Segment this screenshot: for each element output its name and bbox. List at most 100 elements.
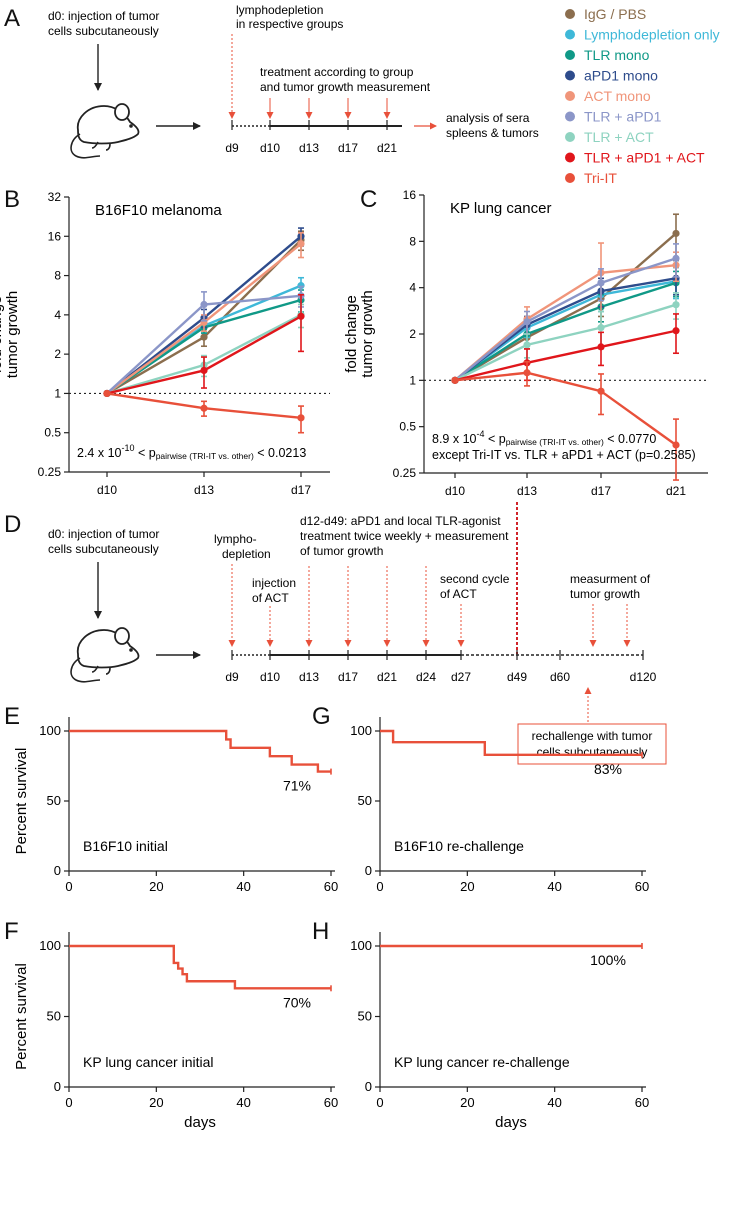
scheme-d-treat-line2: treatment twice weekly + measurement (300, 529, 509, 543)
data-point (523, 341, 531, 349)
x-tick-label: 20 (149, 1095, 163, 1110)
data-point (672, 254, 680, 262)
data-point (597, 279, 605, 287)
series-line (454, 281, 677, 382)
data-point (103, 389, 111, 398)
x-tick-label: d10 (97, 483, 117, 497)
y-tick-label: 8 (409, 234, 416, 248)
y-tick-label: 8 (54, 269, 61, 283)
p-value-annotation: 2.4 x 10-10 < ppairwise (TRI-IT vs. othe… (77, 443, 306, 461)
x-axis-label: days (495, 1114, 527, 1131)
mouse-icon (70, 103, 140, 159)
data-point (297, 414, 305, 422)
legend-marker (565, 111, 575, 122)
mouse-icon (70, 627, 140, 683)
x-tick-label: 0 (376, 1095, 383, 1110)
data-point (297, 312, 305, 320)
scheme-a-d0-line1: d0: injection of tumor (48, 9, 159, 23)
data-point (523, 318, 531, 326)
scheme-a: d0: injection of tumor cells subcutaneou… (48, 3, 539, 159)
series-line (454, 371, 677, 446)
series-tri-it (103, 389, 305, 434)
legend: IgG / PBS Lymphodepletion only TLR mono aPD… (565, 6, 720, 186)
y-tick-label: 16 (48, 229, 62, 243)
y-tick-label: 50 (47, 1009, 61, 1024)
legend-marker (565, 152, 575, 163)
legend-label: TLR + aPD1 (584, 109, 662, 125)
data-point (672, 229, 680, 238)
chart-title: KP lung cancer re-challenge (394, 1054, 570, 1070)
survival-curve (69, 944, 331, 990)
y-tick-label: 50 (358, 793, 372, 808)
chart-G: 0 50 100 0 20 40 60 83% B16F10 re-challenge (350, 717, 649, 894)
x-tick-label: 60 (635, 879, 649, 894)
legend-marker (565, 173, 575, 183)
chart-F: 0 50 100 0 20 40 60 70% KP lung cancer initial Pe… (13, 932, 338, 1131)
data-point (672, 301, 680, 309)
y-tick-label: 0 (54, 1079, 61, 1094)
legend-marker (565, 9, 575, 19)
chart-title: B16F10 initial (83, 838, 168, 854)
data-point (297, 282, 305, 290)
legend-label: TLR + aPD1 + ACT (584, 150, 705, 166)
scheme-d-day: d120 (630, 670, 657, 684)
scheme-a-day: d10 (260, 141, 280, 155)
scheme-a-treat-line1: treatment according to group (260, 65, 414, 79)
p-value-annotation-line2: except Tri-IT vs. TLR + aPD1 + ACT (p=0.… (432, 448, 696, 462)
scheme-a-lympho-line2: in respective groups (236, 17, 343, 31)
x-tick-label: d10 (445, 484, 465, 498)
legend-label: TLR + ACT (584, 129, 654, 145)
x-tick-label: 60 (324, 879, 338, 894)
scheme-d-measure-line1: measurment of (570, 572, 651, 586)
series-line (454, 232, 677, 382)
scheme-d-lympho-line2: depletion (222, 547, 271, 561)
y-tick-label: 32 (48, 190, 62, 204)
data-point (597, 387, 605, 395)
panel-letter-d: D (4, 511, 21, 538)
scheme-d-day: d21 (377, 670, 397, 684)
series-line (454, 329, 677, 382)
y-tick-label: 0.5 (399, 420, 416, 434)
y-tick-label: 2 (409, 327, 416, 341)
scheme-d-treat-line1: d12-d49: aPD1 and local TLR-agonist (300, 514, 501, 528)
x-tick-label: d13 (517, 484, 537, 498)
scheme-d-day: d24 (416, 670, 436, 684)
legend-marker (565, 91, 575, 101)
survival-percent-label: 71% (283, 778, 311, 794)
y-tick-label: 4 (54, 308, 61, 322)
scheme-d-act-line2: of ACT (252, 591, 289, 605)
scheme-a-day: d21 (377, 141, 397, 155)
scheme-a-day: d13 (299, 141, 319, 155)
scheme-a-analysis-line2: spleens & tumors (446, 126, 539, 140)
scheme-a-d0-line2: cells subcutaneously (48, 24, 159, 38)
y-tick-label: 2 (54, 347, 61, 361)
y-tick-label: 4 (409, 281, 416, 295)
y-tick-label: 1 (54, 386, 61, 400)
legend-label: Lymphodepletion only (584, 27, 720, 43)
x-axis-label: days (184, 1114, 216, 1131)
scheme-d-act-line1: injection (252, 576, 296, 590)
y-tick-label: 100 (39, 723, 61, 738)
scheme-d-d0-line1: d0: injection of tumor (48, 527, 159, 541)
survival-curve (69, 729, 331, 773)
x-tick-label: 0 (376, 879, 383, 894)
x-tick-label: 40 (547, 879, 561, 894)
y-tick-label: 0.25 (38, 465, 62, 479)
data-point (523, 369, 531, 377)
y-tick-label: 1 (409, 373, 416, 387)
x-tick-label: d13 (194, 483, 214, 497)
data-point (597, 324, 605, 332)
x-tick-label: 20 (460, 1095, 474, 1110)
scheme-d-lympho-line1: lympho- (214, 532, 257, 546)
scheme-a-lympho-line1: lymphodepletion (236, 3, 323, 17)
y-axis-label: fold change (343, 295, 360, 373)
y-axis-label: fold change (0, 296, 5, 374)
panel-letter-c: C (360, 186, 377, 213)
x-tick-label: 40 (236, 1095, 250, 1110)
survival-percent-label: 70% (283, 994, 311, 1010)
legend-label: IgG / PBS (584, 6, 646, 22)
series-line (454, 257, 677, 382)
y-tick-label: 50 (358, 1009, 372, 1024)
data-point (297, 240, 305, 248)
